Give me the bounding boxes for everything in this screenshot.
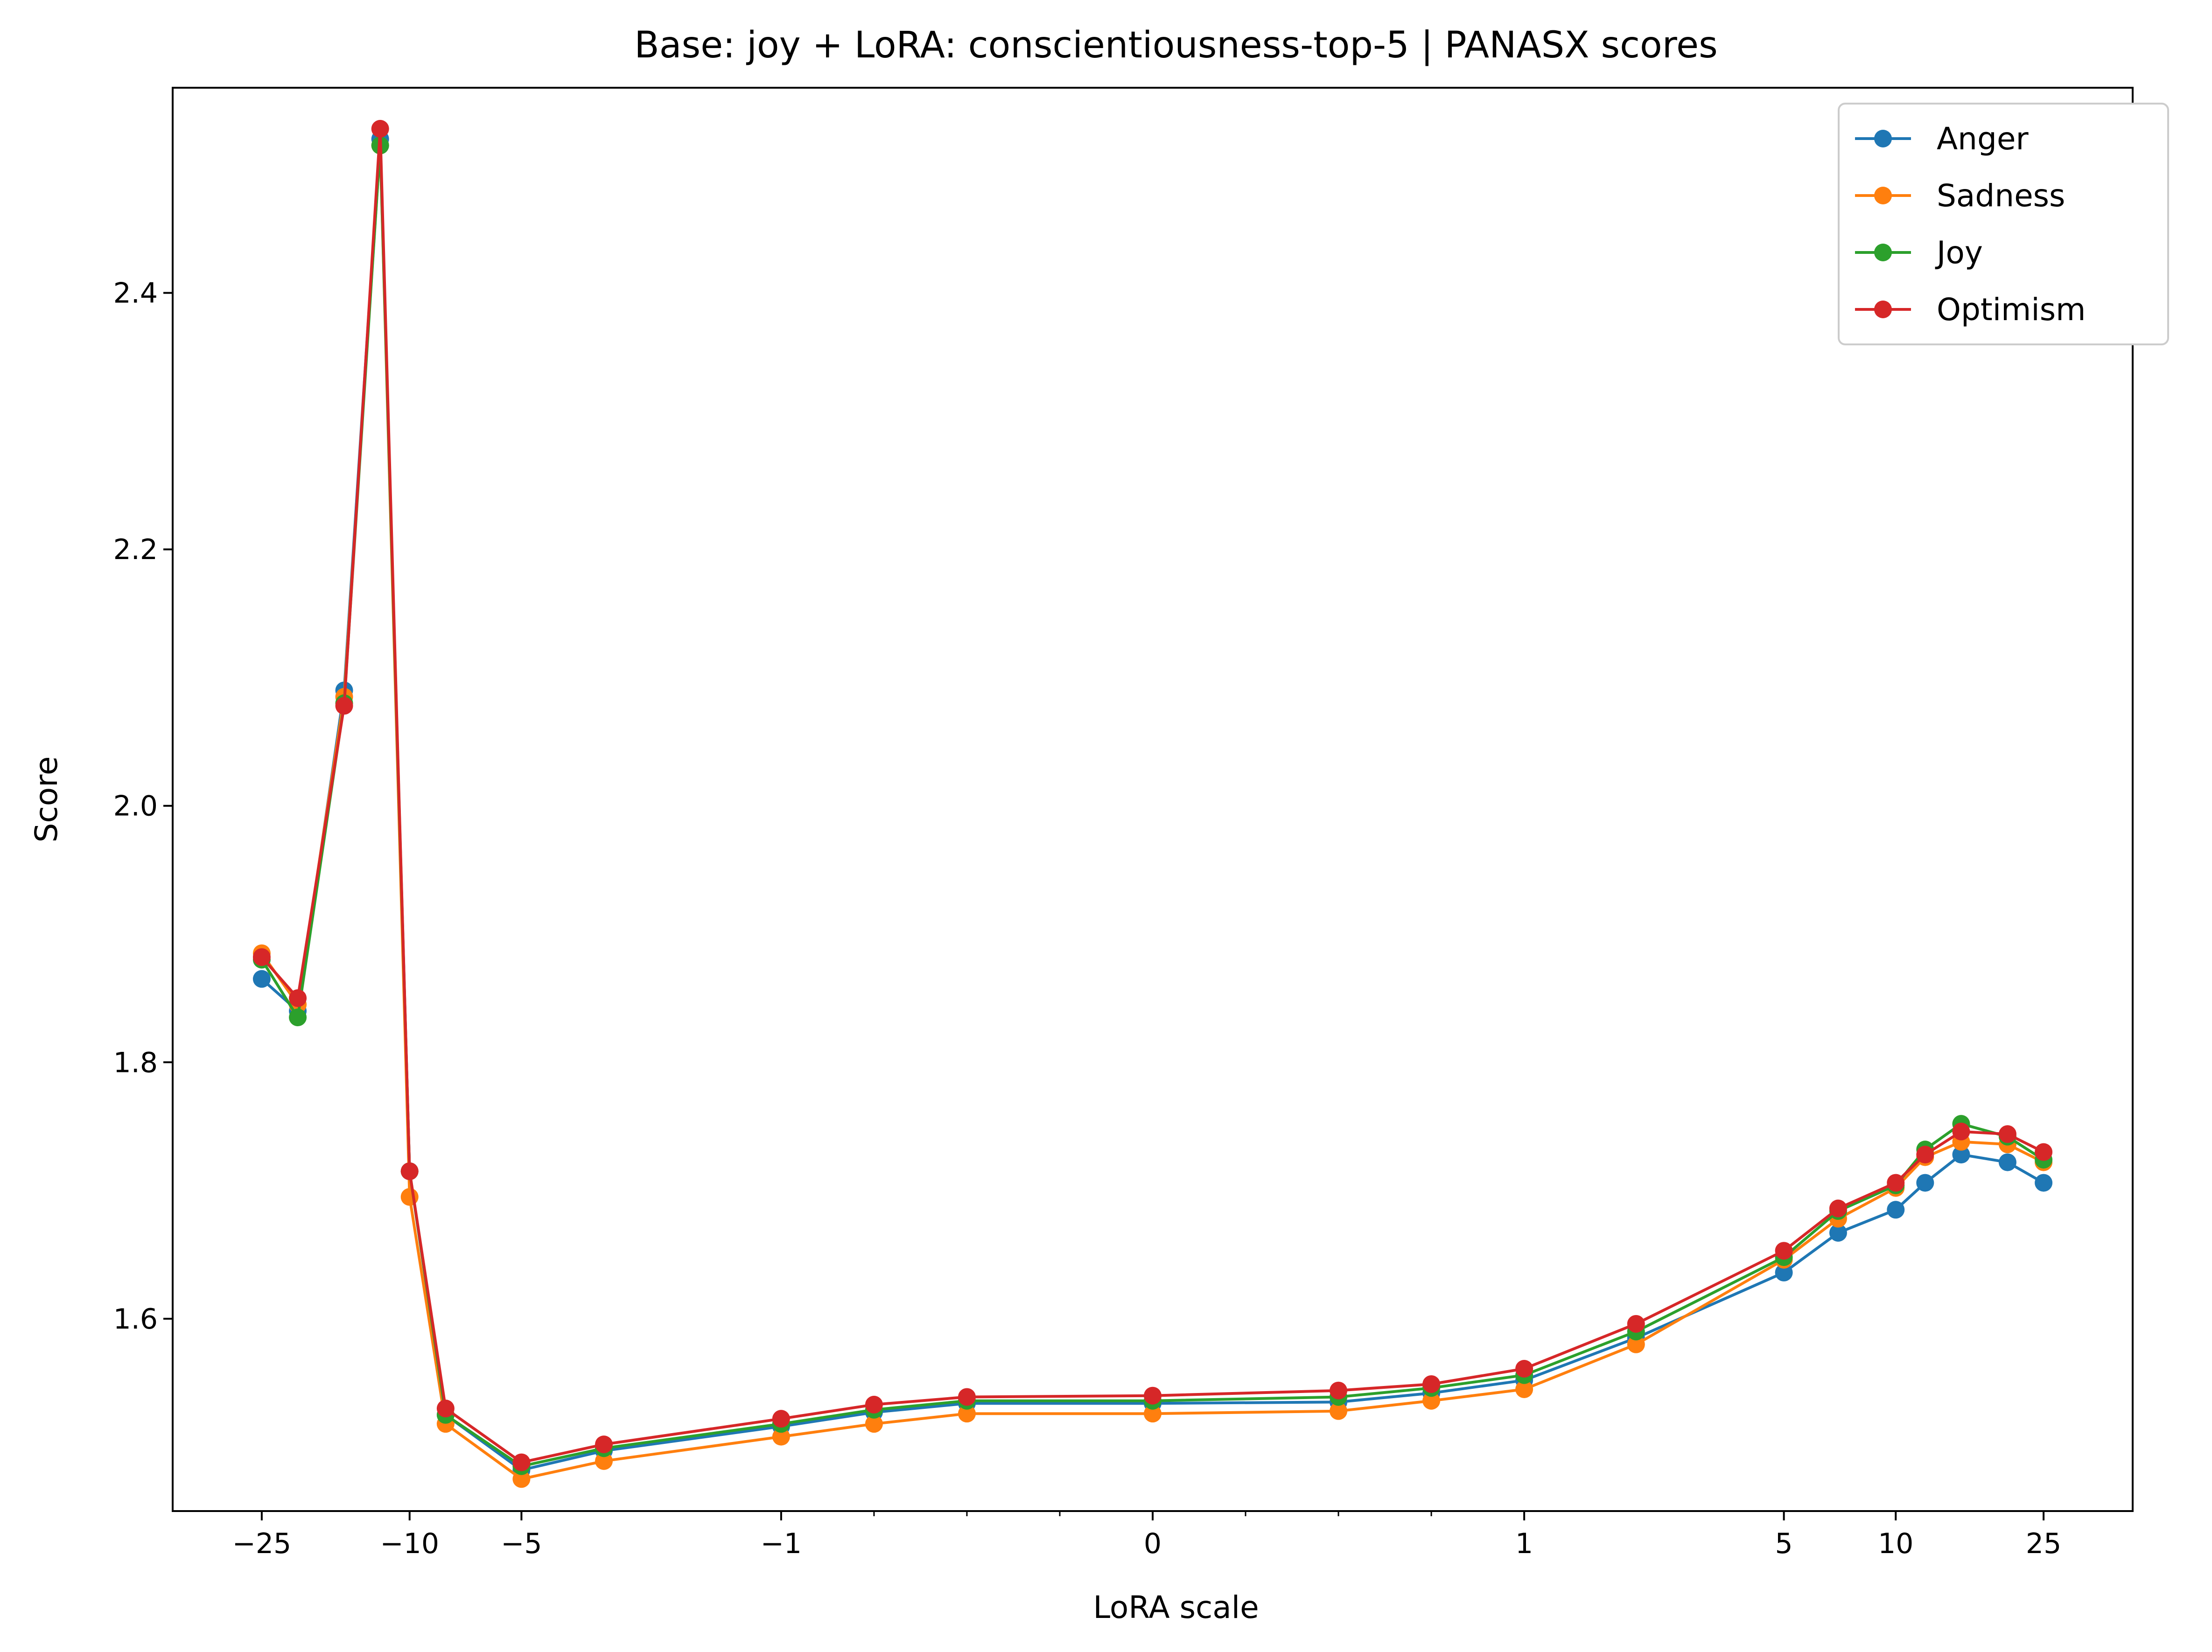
series-optimism: [252, 119, 2053, 1471]
legend-item: Sadness: [1855, 178, 2065, 214]
series-layer: [252, 119, 2053, 1488]
data-point: [1627, 1335, 1645, 1353]
legend-marker: [1874, 244, 1892, 261]
data-point: [958, 1405, 976, 1423]
data-point: [1998, 1153, 2016, 1171]
legend: Anger Sadness Joy Optimism: [1838, 103, 2169, 345]
x-axis-label: LoRA scale: [1093, 1589, 1259, 1625]
legend-marker: [1874, 301, 1892, 318]
data-point: [1887, 1174, 1905, 1192]
x-tick-label: −5: [501, 1527, 542, 1560]
data-point: [289, 1008, 307, 1027]
legend-item: Anger: [1855, 121, 2029, 157]
data-point: [1916, 1174, 1934, 1192]
legend-item: Joy: [1855, 235, 1983, 271]
x-tick-label: −1: [761, 1527, 802, 1560]
y-tick-label: 2.4: [113, 277, 158, 310]
data-point: [2035, 1174, 2053, 1192]
y-axis: 1.6 1.8 2.0 2.2 2.4: [113, 277, 173, 1336]
data-point: [595, 1452, 613, 1470]
data-point: [1916, 1146, 1934, 1164]
x-axis: −25 −10 −5 −1 0 1 5 10 25: [232, 1511, 2061, 1560]
data-point: [1144, 1386, 1162, 1405]
x-tick-label: 10: [1878, 1527, 1913, 1560]
x-tick-label: −10: [380, 1527, 439, 1560]
legend-marker: [1874, 187, 1892, 204]
legend-label: Joy: [1935, 235, 1983, 271]
chart-title: Base: joy + LoRA: conscientiousness-top-…: [634, 24, 1718, 66]
data-point: [595, 1435, 613, 1454]
data-point: [1829, 1199, 1847, 1218]
legend-label: Anger: [1937, 121, 2029, 157]
legend-label: Sadness: [1937, 178, 2065, 214]
x-tick-label: 1: [1515, 1527, 1533, 1560]
data-point: [1330, 1402, 1348, 1420]
data-point: [371, 119, 389, 138]
data-point: [1998, 1125, 2016, 1143]
data-point: [865, 1395, 883, 1414]
data-point: [289, 989, 307, 1007]
data-point: [1952, 1146, 1970, 1164]
data-point: [1775, 1242, 1793, 1260]
data-point: [2035, 1143, 2053, 1161]
x-tick-label: 25: [2026, 1527, 2061, 1560]
data-point: [1330, 1381, 1348, 1400]
data-point: [1515, 1360, 1533, 1378]
data-point: [1422, 1375, 1441, 1393]
data-point: [335, 697, 353, 715]
data-point: [1829, 1224, 1847, 1242]
legend-box: [1838, 103, 2169, 345]
y-tick-label: 2.2: [113, 533, 158, 566]
data-point: [1422, 1392, 1441, 1410]
legend-label: Optimism: [1937, 292, 2086, 328]
y-tick-label: 1.6: [113, 1303, 158, 1336]
data-point: [1775, 1263, 1793, 1281]
data-point: [1952, 1122, 1970, 1141]
data-point: [436, 1400, 455, 1418]
data-point: [1887, 1201, 1905, 1219]
data-point: [1627, 1315, 1645, 1333]
data-point: [1515, 1380, 1533, 1398]
data-point: [512, 1453, 531, 1471]
data-point: [958, 1388, 976, 1406]
x-tick-label: 5: [1775, 1527, 1793, 1560]
data-point: [772, 1410, 790, 1428]
legend-item: Optimism: [1855, 292, 2086, 328]
x-tick-label: −25: [232, 1527, 292, 1560]
y-tick-label: 1.8: [113, 1046, 158, 1079]
y-axis-label: Score: [28, 756, 64, 843]
data-point: [512, 1470, 531, 1488]
data-point: [772, 1428, 790, 1446]
data-point: [252, 970, 271, 988]
plot-area: 1.61.82.02.22.4 −25 −10 −5 −1 0 1 5 10 25: [113, 87, 2134, 1560]
data-point: [865, 1415, 883, 1433]
data-point: [252, 948, 271, 966]
x-tick-label: 0: [1144, 1527, 1162, 1560]
legend-marker: [1874, 130, 1892, 147]
y-tick-label: 2.0: [113, 790, 158, 823]
data-point: [400, 1162, 419, 1180]
data-point: [1144, 1405, 1162, 1423]
